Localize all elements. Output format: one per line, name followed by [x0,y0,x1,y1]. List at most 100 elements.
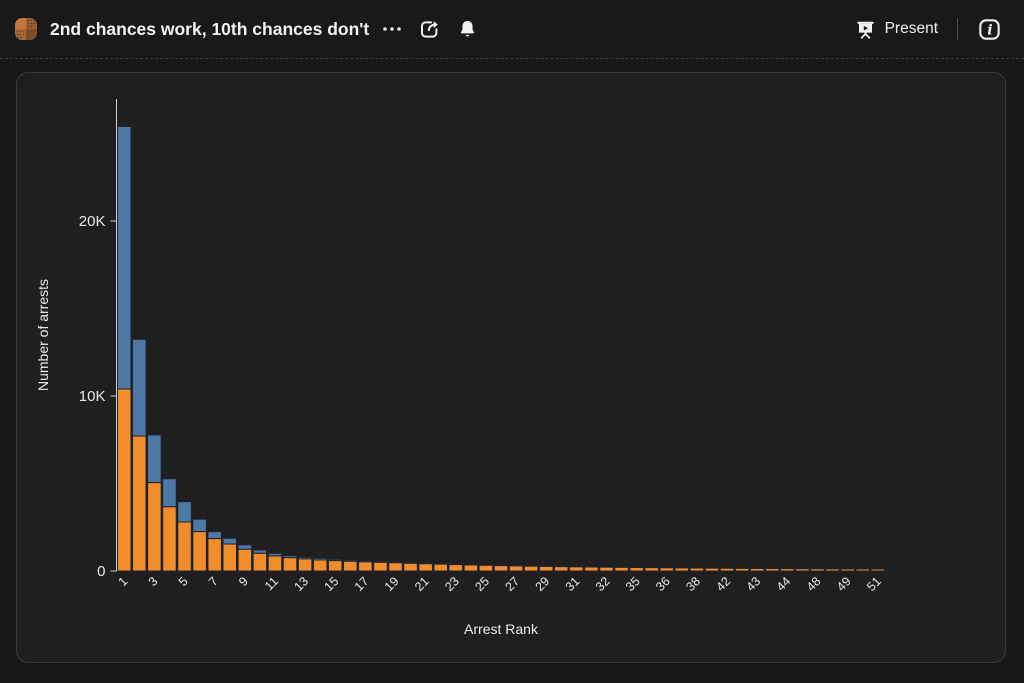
bar-17-orange-segment [358,561,373,572]
bar-13-orange-segment [297,558,313,572]
x-tick-label: 11 [262,574,281,593]
x-tick-label: 5 [176,574,191,589]
bar-37-orange-segment [659,567,675,572]
bar-46-orange-segment [795,568,810,572]
bar-48-orange-segment [825,568,840,572]
bars-group [117,126,885,572]
x-tick-label: 19 [382,574,402,594]
present-label: Present [884,20,938,37]
bar-19-orange-segment [388,562,403,572]
bar-30-orange-segment [554,566,569,572]
bar-26-orange-segment [493,565,509,572]
x-tick-label: 51 [864,574,884,594]
bar-24-orange-segment [463,564,479,572]
x-axis-title: Arrest Rank [464,621,539,637]
bar-9-orange-segment [237,548,253,572]
x-tick-label: 29 [533,574,553,594]
x-tick-label: 42 [713,574,733,594]
bar-45-orange-segment [780,568,795,572]
present-button[interactable]: Present [853,15,940,44]
bar-2-blue-segment [132,338,147,437]
x-tick-label: 35 [623,574,643,594]
bar-7-blue-segment [207,531,222,540]
svg-text:i: i [987,22,992,38]
bar-29-orange-segment [538,565,554,572]
x-tick-label: 31 [563,574,583,594]
notifications-button[interactable] [452,14,483,45]
info-icon: i [977,17,1002,42]
bar-20-orange-segment [403,562,418,572]
bar-21-orange-segment [418,563,433,572]
app-logo-icon[interactable] [14,17,38,41]
bar-7-orange-segment [207,538,222,572]
bar-49-orange-segment [840,568,855,572]
bar-36-orange-segment [644,567,659,572]
bar-12-orange-segment [282,557,298,572]
bar-32-orange-segment [584,566,599,572]
bar-5-orange-segment [177,521,192,572]
bar-3-orange-segment [147,482,162,572]
bar-50-orange-segment [855,568,870,572]
info-button[interactable]: i [973,13,1006,46]
header-right-actions: Present i [853,13,1006,46]
bar-8-blue-segment [222,537,237,545]
app-header: 2nd chances work, 10th chances don't [0,0,1024,59]
bar-40-orange-segment [704,567,720,572]
page-body: 0 10K 20K 1 3 5 7 9 11 13 15 17 19 21 23 25 27 29 31 32 35 36… [0,59,1024,663]
bar-28-orange-segment [523,565,539,572]
x-tick-label: 23 [442,574,462,594]
notebook-title: 2nd chances work, 10th chances don't [50,18,370,39]
x-tick-label: 9 [236,574,251,589]
bar-11-orange-segment [267,555,283,572]
x-tick-label: 36 [653,574,673,594]
x-tick-label: 49 [834,574,854,594]
bar-25-orange-segment [478,564,494,572]
y-tick-label: 10K [79,388,106,405]
x-tick-label: 21 [412,574,432,594]
bar-18-orange-segment [373,561,388,572]
bar-44-orange-segment [765,568,780,572]
present-icon [855,19,876,40]
y-axis-title: Number of arrests [35,279,51,391]
bar-2-orange-segment [132,435,147,572]
share-button[interactable] [413,13,446,46]
x-tick-label: 25 [472,574,492,594]
bar-1-orange-segment [117,388,132,572]
x-tick-label: 13 [291,574,311,594]
bar-41-orange-segment [719,567,735,572]
bar-47-orange-segment [810,568,825,572]
x-tick-label: 38 [683,574,703,594]
bell-icon [456,18,479,41]
bar-6-orange-segment [192,531,207,572]
bar-43-orange-segment [749,567,765,572]
x-tick-label: 48 [804,574,824,594]
x-tick-label: 17 [352,574,372,594]
bar-6-blue-segment [192,518,207,533]
bar-4-orange-segment [162,506,177,572]
bar-4-blue-segment [162,478,177,508]
x-tick-label: 1 [116,574,131,589]
y-tick-label: 0 [97,563,105,580]
bar-3-blue-segment [147,434,162,484]
bar-9-blue-segment [237,544,253,550]
x-tick-label: 3 [146,574,161,589]
chart-card: 0 10K 20K 1 3 5 7 9 11 13 15 17 19 21 23 25 27 29 31 32 35 36… [16,72,1006,663]
x-tick-label: 15 [322,574,342,594]
x-tick-label: 7 [206,574,221,589]
x-tick-label: 44 [774,574,794,594]
share-icon [417,17,442,42]
bar-33-orange-segment [599,566,614,572]
x-tick-label: 27 [502,574,522,594]
bar-22-orange-segment [433,563,448,572]
bar-16-orange-segment [343,560,358,572]
bar-39-orange-segment [689,567,705,572]
header-divider [957,18,958,40]
bar-42-orange-segment [734,567,750,572]
bar-31-orange-segment [569,566,584,572]
more-options-button[interactable] [377,21,407,37]
x-tick-label: 43 [744,574,764,594]
more-options-icon [381,25,403,33]
bar-5-blue-segment [177,501,192,523]
y-tick-label: 20K [79,213,106,230]
